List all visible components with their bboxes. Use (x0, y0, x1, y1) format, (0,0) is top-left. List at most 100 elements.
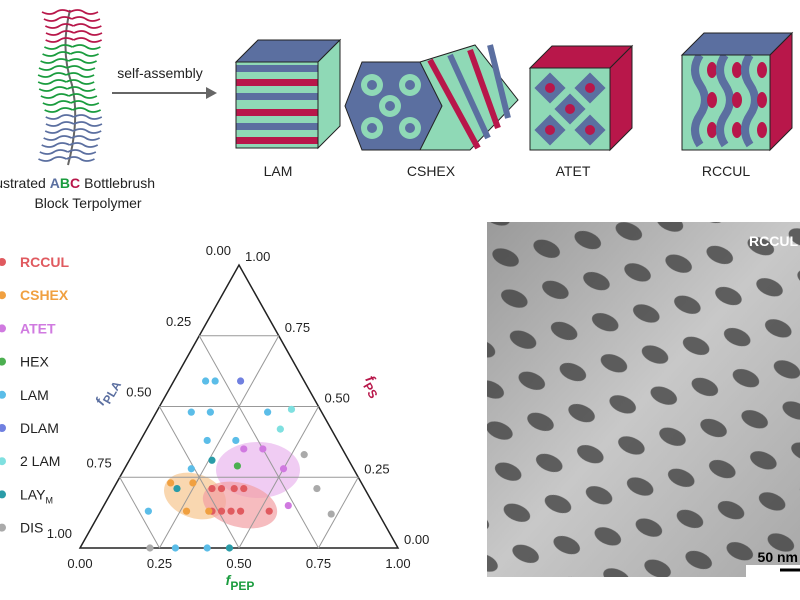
data-point (227, 507, 235, 515)
data-point (236, 377, 245, 385)
tet-core (545, 125, 555, 135)
micrograph-label: RCCUL (749, 233, 798, 249)
ccul-core (707, 92, 717, 108)
side-chain (45, 37, 75, 43)
side-chain (41, 142, 71, 148)
stripe (236, 123, 318, 130)
grid-line (119, 477, 160, 549)
data-point (233, 462, 242, 470)
data-point (240, 445, 248, 453)
side-chain (65, 79, 95, 85)
legend-name: DLAM (20, 420, 59, 436)
stripe (236, 137, 318, 144)
undulation (716, 52, 734, 148)
right-tick-label: 0.50 (325, 391, 350, 406)
tet-core (585, 83, 595, 93)
side-chain (69, 142, 99, 148)
left-tick-label: 0.00 (206, 243, 231, 258)
ccul-core (757, 62, 767, 78)
cube (234, 38, 342, 150)
side-chain (71, 135, 101, 141)
right-tick-label: 1.00 (245, 249, 270, 264)
side-chain (43, 44, 73, 50)
side-chain (68, 58, 97, 64)
stripe (447, 53, 491, 140)
data-point (171, 544, 179, 552)
label-part: C (70, 175, 80, 191)
data-point (300, 451, 308, 459)
label-part: Bottlebrush (84, 175, 155, 191)
side-chain (37, 72, 67, 78)
legend-label: DLAM (20, 420, 59, 436)
stripe (427, 58, 481, 150)
cube (680, 31, 794, 152)
grid-line (198, 335, 319, 549)
data-point (208, 456, 216, 464)
molecule-label: Block Terpolymer (34, 195, 141, 211)
data-point (189, 479, 197, 487)
data-point (205, 507, 213, 515)
legend-marker (0, 457, 6, 466)
data-point (182, 507, 191, 515)
cylinder-core (385, 101, 395, 111)
legend-name: LAM (20, 387, 49, 403)
side-chain (45, 114, 75, 120)
x-tick-label: 1.00 (385, 556, 410, 571)
side-chain (45, 121, 75, 127)
legend-subscript: M (45, 495, 53, 505)
data-point (208, 484, 216, 493)
data-point (217, 484, 226, 493)
cylinder-core (367, 123, 377, 133)
side-chain (70, 100, 100, 106)
legend-name: RCCUL (20, 254, 69, 270)
legend-name: HEX (20, 354, 49, 370)
side-chain (66, 86, 96, 92)
bottlebrush-drawing (37, 9, 103, 166)
cube (528, 44, 634, 152)
side-chain (38, 156, 67, 162)
right-tick-label: 0.75 (285, 320, 310, 335)
legend-marker (0, 390, 6, 399)
legend-marker (0, 424, 6, 432)
tet-core (565, 104, 575, 114)
label-part: Illustrated (0, 175, 46, 191)
legend-label: LAYM (20, 486, 53, 505)
data-point (232, 436, 240, 445)
ternary-plot: 0.00 0.25 0.50 0.75 1.00 0.00 0.25 0.50 0.75 1.00… (0, 243, 429, 593)
axis-title: fPS (358, 373, 387, 401)
legend-marker (0, 357, 6, 366)
legend-name: LAY (20, 486, 46, 502)
grid-line (318, 477, 359, 549)
grid-line (159, 335, 280, 549)
x-tick-label: 0.75 (306, 556, 331, 571)
side-chain (73, 121, 103, 127)
cube-front (235, 61, 319, 149)
x-tick-label: 0.50 (226, 556, 251, 571)
side-chain (69, 9, 99, 15)
right-tick-label: 0.00 (404, 532, 429, 547)
data-point (265, 507, 273, 515)
side-chain (45, 30, 75, 36)
ccul-core (732, 92, 742, 108)
side-chain (42, 51, 71, 57)
data-point (279, 465, 288, 473)
backbone (64, 9, 77, 166)
axis-subscript: PS (360, 380, 380, 401)
morphology-label: ATET (556, 163, 591, 179)
left-tick-label: 0.25 (166, 314, 191, 329)
legend-label: 2 LAM (20, 453, 60, 469)
side-chain (65, 72, 95, 78)
side-chain (38, 86, 68, 92)
side-chain (73, 30, 103, 36)
axis-symbol: f (226, 572, 232, 588)
data-point (230, 484, 238, 493)
axis-subscript: PEP (230, 579, 254, 593)
side-chain (70, 51, 99, 57)
data-point (167, 479, 175, 487)
undulation (741, 52, 759, 148)
cylinder-core (405, 123, 415, 133)
side-chain (73, 37, 103, 43)
legend-label: RCCUL (20, 254, 69, 270)
side-chain (71, 44, 101, 50)
data-point (284, 501, 292, 510)
